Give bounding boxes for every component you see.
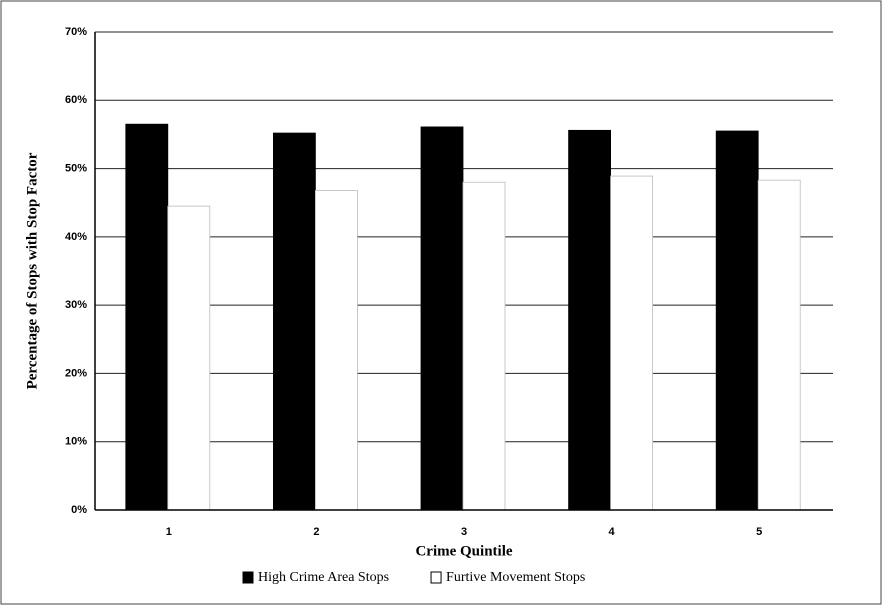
bar: [167, 205, 211, 511]
x-tick-label: 1: [166, 526, 172, 538]
y-tick-label: 40%: [65, 231, 87, 243]
y-tick-label: 10%: [65, 436, 87, 448]
y-tick-label: 30%: [65, 299, 87, 311]
bar: [568, 129, 611, 511]
y-tick-label: 20%: [65, 367, 87, 379]
y-tick-label: 70%: [65, 26, 87, 38]
x-tick-label: 3: [461, 526, 467, 538]
legend-label: Furtive Movement Stops: [446, 570, 585, 585]
bar: [610, 175, 653, 511]
bar: [757, 179, 801, 511]
legend-swatch: [242, 571, 254, 584]
bar: [462, 181, 506, 511]
bar: [715, 130, 759, 511]
x-axis-title: Crime Quintile: [415, 543, 512, 559]
y-axis-title: Percentage of Stops with Stop Factor: [24, 152, 40, 389]
bar: [420, 126, 464, 511]
legend-swatch: [430, 571, 442, 584]
legend-label: High Crime Area Stops: [258, 570, 389, 585]
x-tick-label: 5: [756, 526, 762, 538]
x-tick-label: 2: [313, 526, 319, 538]
bar: [314, 190, 358, 511]
y-tick-label: 0%: [71, 504, 87, 516]
bar: [125, 123, 169, 511]
bar: [272, 132, 316, 511]
y-tick-label: 60%: [65, 94, 87, 106]
y-tick-label: 50%: [65, 162, 87, 174]
x-tick-label: 4: [609, 526, 616, 538]
